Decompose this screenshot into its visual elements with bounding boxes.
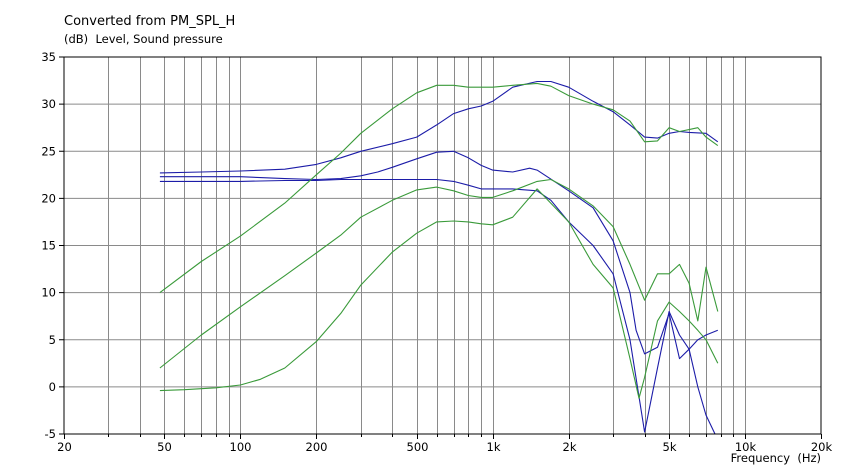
x-axis-label: Frequency (Hz)	[731, 451, 821, 465]
y-tick-label: 20	[41, 191, 56, 205]
chart-subtitle: (dB) Level, Sound pressure	[64, 32, 223, 46]
grid	[64, 57, 821, 434]
x-tick-label: 1k	[487, 440, 501, 454]
x-tick-label: 2k	[563, 440, 577, 454]
y-tick-label: 5	[49, 333, 56, 347]
y-tick-label: 25	[41, 144, 56, 158]
x-tick-label: 50	[157, 440, 172, 454]
y-tick-label: 10	[41, 286, 56, 300]
series-line-2	[159, 150, 719, 360]
y-tick-label: 0	[49, 380, 56, 394]
series-line-5	[159, 178, 719, 369]
x-tick-label: 200	[306, 440, 328, 454]
series-line-6	[159, 188, 719, 399]
x-tick-label: 10k	[735, 440, 757, 454]
series-line-4	[159, 82, 719, 294]
series-line-1	[159, 80, 719, 174]
x-tick-label: 5k	[663, 440, 677, 454]
series-line-3	[159, 178, 716, 435]
y-tick-label: -5	[45, 427, 56, 441]
chart-title: Converted from PM_SPL_H	[64, 14, 235, 29]
y-tick-label: 30	[41, 97, 56, 111]
x-tick-label: 100	[230, 440, 252, 454]
y-tick-label: 15	[41, 239, 56, 253]
x-tick-label: 20k	[811, 440, 833, 454]
x-axis: 20 50 100 200 500 1k 2k 5k 10k 20k	[57, 434, 832, 454]
x-tick-label: 500	[407, 440, 429, 454]
x-tick-label: 20	[57, 440, 72, 454]
y-tick-label: 35	[41, 50, 56, 64]
y-axis: 35 30 25 20 15 10 5 0 -5	[41, 50, 64, 441]
series-group	[159, 80, 719, 435]
